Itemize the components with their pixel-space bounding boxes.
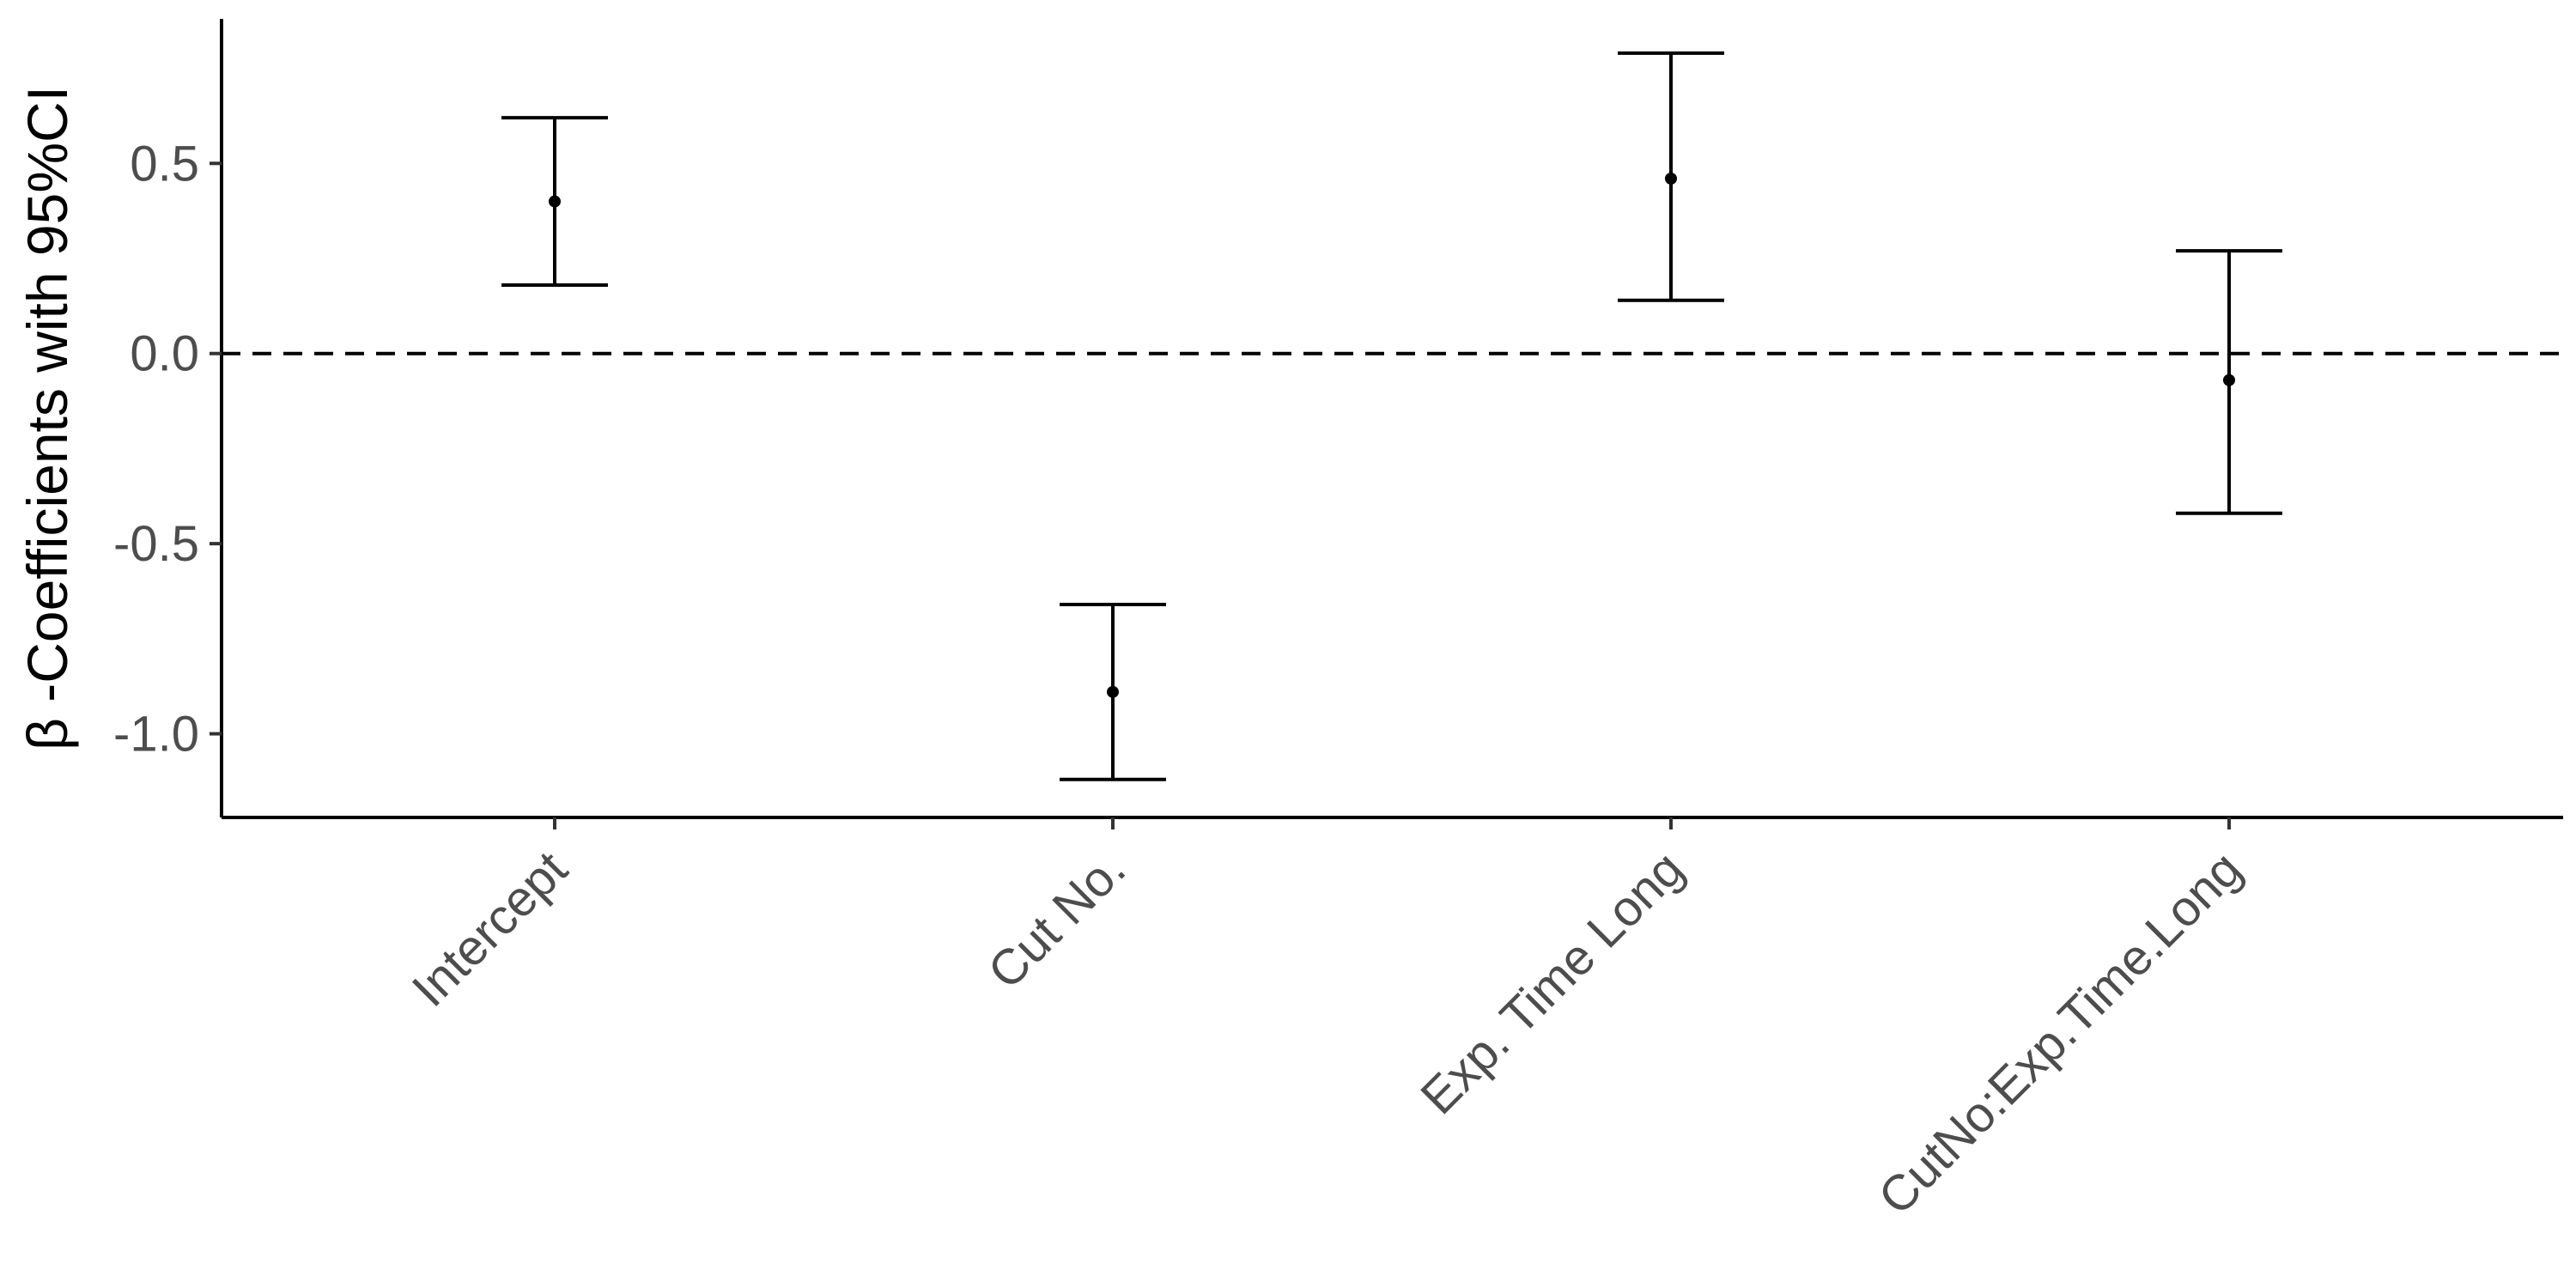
y-tick-label: -0.5 <box>113 516 199 572</box>
y-tick-label: -1.0 <box>113 707 199 762</box>
error-bars-layer <box>501 51 2282 781</box>
y-ticks: -1.0 -0.5 0.0 0.5 <box>113 136 222 762</box>
y-tick-label: 0.5 <box>130 136 199 191</box>
y-tick-label: 0.0 <box>130 326 199 382</box>
estimate-point <box>549 195 561 208</box>
x-ticks: Intercept Cut No. Exp. Time Long CutNo:Exp.… <box>402 817 2252 1225</box>
x-tick-label: Exp. Time Long <box>1410 841 1694 1125</box>
estimate-point <box>1665 173 1677 185</box>
x-tick-label: Cut No. <box>977 841 1136 999</box>
estimate-point <box>1107 685 1119 698</box>
x-tick-label: CutNo:Exp.Time.Long <box>1868 841 2252 1225</box>
y-axis-title: β -Coefficients with 95%CI <box>15 86 79 750</box>
axes <box>220 19 2563 819</box>
estimate-point <box>2223 374 2235 386</box>
x-tick-label: Intercept <box>402 841 579 1018</box>
